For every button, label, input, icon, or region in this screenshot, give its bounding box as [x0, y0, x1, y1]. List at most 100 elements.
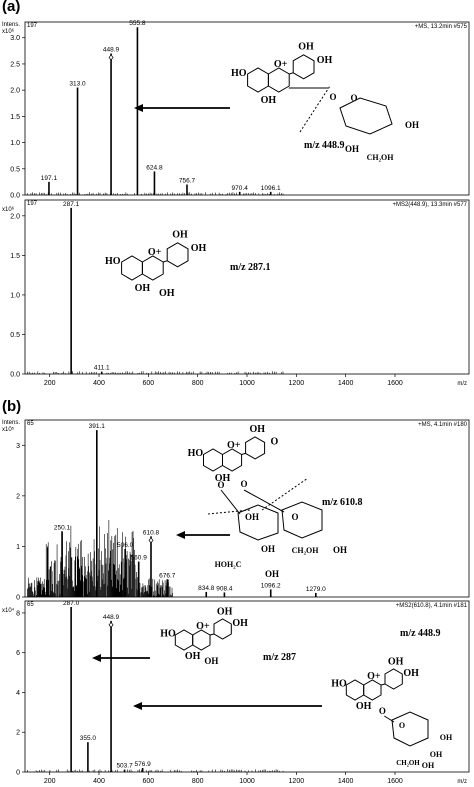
chart-b-bottom-xtick-label: 1000 [239, 778, 255, 785]
chart-a-bottom-xtick-label: 1600 [387, 380, 403, 387]
struct-a-bottom-atom-ho: HO [105, 256, 121, 267]
struct-a-bottom-ring-a [121, 255, 143, 281]
arrow-a-top-head [134, 104, 143, 112]
chart-b-bottom-xtick-label: 1600 [387, 778, 403, 785]
struct-b-br-atom-oplus: O+ [367, 671, 381, 682]
struct-b-br-atom-oh5: OH [356, 701, 372, 712]
struct-a-top-ring-b [292, 54, 315, 80]
chart-b-bottom-xtick-label: 600 [142, 778, 154, 785]
chart-b-top-peak-label: 676.7 [159, 572, 176, 579]
chart-a-top-ytick-label: 3.0 [10, 35, 20, 42]
struct-b-bl-atom-oh3: OH [204, 656, 218, 666]
chart-a-top-ytick-label: 0.0 [10, 193, 20, 200]
chart-a-bottom-ytick-label: 2.0 [10, 213, 20, 220]
chart-a-bottom-ytick-label: 1.5 [10, 253, 20, 260]
struct-b-bl-atom-oh4p: OH [232, 618, 248, 629]
struct-a-top-atom-oh-sugar2: OH [345, 144, 359, 154]
struct-b-top-atom-hoh2c: HOH₂C [215, 560, 242, 569]
struct-a-top-atom-oplus: O+ [274, 59, 288, 70]
chart-a-bottom-xtick-label: 1400 [338, 380, 354, 387]
struct-b-br-ring-b [384, 668, 403, 690]
chart-b-top-precursor-marker [148, 537, 154, 544]
struct-b-top-mz-label: m/z 610.8 [322, 497, 363, 508]
chart-b-bottom-peak-label: 287.0 [63, 600, 80, 607]
chart-a-top-ytick-label: 1.5 [10, 114, 20, 121]
struct-b-top-ring-b [245, 436, 266, 460]
struct-a-bottom-atom-oh3p: OH [172, 229, 188, 240]
arrow-b-bottom-448-head [133, 702, 142, 710]
chart-b-bottom-ytick-label: 6 [16, 650, 20, 657]
chart-b-top-ytick-label: 2 [16, 493, 20, 500]
chart-b-top-peak-label: 506.0 [117, 542, 134, 549]
chart-a-top-peak-label: 448.9 [103, 46, 120, 53]
chart-a-top-ytick-label: 2.5 [10, 61, 20, 68]
struct-b-top-atom-ho: HO [188, 448, 204, 459]
struct-b-top-atom-oh4p: O [270, 437, 278, 448]
chart-a-bottom-xtick-label: 1200 [289, 380, 305, 387]
struct-a-top-mz-label: m/z 448.9 [304, 140, 345, 151]
chart-b-top-intens-label: Intens. [2, 420, 20, 426]
chart-b-bottom-ytick-label: 2 [16, 730, 20, 737]
struct-a-top-atom-o-link: O [329, 92, 336, 102]
struct-b-bl-mz-label: m/z 287 [263, 652, 296, 663]
chart-a-top-peak-label: 756.7 [179, 178, 196, 185]
chart-a-bottom-y-multiplier: x10⁶ [2, 206, 15, 213]
chart-b-top-peak-label: 1096.2 [261, 582, 281, 589]
struct-b-bl-ring-b [213, 618, 232, 640]
struct-b-br-bond-cb [380, 683, 386, 686]
struct-b-top-atom-o3: O [241, 479, 248, 489]
chart-a-top-y-multiplier: x10⁶ [2, 28, 15, 35]
chart-b-top-peak-label: 908.4 [216, 585, 233, 592]
struct-b-top-cleavage2 [207, 509, 251, 515]
chart-b-top-file-id: 65 [27, 421, 34, 427]
struct-b-top-ring-c [222, 448, 243, 472]
chart-b-bottom-precursor-marker [108, 621, 114, 628]
struct-b-br-atom-oh-s3: OH [422, 761, 435, 770]
chart-b-bottom-y-multiplier: x10⁴ [2, 607, 15, 614]
struct-b-br-atom-ho: HO [331, 679, 347, 690]
chart-b-bottom-xtick-label: 400 [93, 778, 105, 785]
panel-b-label: (b) [2, 398, 22, 415]
struct-a-bottom-ring-c [141, 255, 164, 281]
chart-a-top-frame [24, 21, 470, 196]
chart-b-top-peak-label: 834.8 [198, 585, 215, 592]
chart-a-top-peak-label: 970.4 [232, 185, 249, 192]
chart-b-bottom-ytick-label: 0 [16, 770, 20, 777]
chart-b-bottom-xtick-label: 200 [44, 778, 56, 785]
struct-b-br-ring-c [363, 679, 382, 701]
chart-b-top-ytick-label: 1 [16, 544, 20, 551]
chart-b-top-ytick-label: 0 [16, 595, 20, 602]
chart-a-bottom-ytick-label: 0.5 [10, 332, 20, 339]
chart-a-bottom-peak-label: 287.1 [63, 201, 80, 208]
chart-b-bottom-peak-label: 576.9 [134, 761, 151, 768]
struct-a-top-cleavage [299, 85, 331, 133]
struct-b-bl-atom-ho: HO [160, 629, 176, 640]
chart-b-bottom-ytick-label: 4 [16, 690, 20, 697]
chart-b-bottom-xtick-label: 1200 [289, 778, 305, 785]
struct-b-br-atom-oh4p: OH [403, 668, 419, 679]
chart-b-bottom-peak-label: 448.9 [103, 614, 120, 621]
struct-a-top-atom-o-ring: O [350, 93, 357, 103]
chart-a-top-ytick-label: 2.0 [10, 88, 20, 95]
struct-b-top-atom-o-ring2: O [291, 512, 298, 522]
struct-b-top-atom-oh-s1c: OH [265, 569, 279, 579]
struct-b-br-sugar-ring [391, 711, 429, 747]
struct-a-top-ring-a [247, 67, 269, 93]
chart-b-top-ytick-label: 3 [16, 443, 20, 450]
chart-a-bottom-xtick-label: 1000 [239, 380, 255, 387]
chart-b-top-peak-label: 1279.0 [306, 586, 326, 593]
chart-b-top-peak-label: 391.1 [89, 423, 106, 430]
struct-a-bottom-atom-oh3: OH [159, 288, 175, 299]
struct-b-top-bond-sugar1 [220, 489, 241, 515]
struct-b-bl-ring-c [192, 629, 211, 651]
struct-a-bottom-bond-cb [163, 260, 168, 263]
struct-a-top-ring-c [267, 67, 290, 93]
chart-a-top-peak-label: 1096.1 [261, 185, 281, 192]
chart-b-bottom-ytick-label: 8 [16, 610, 20, 617]
struct-b-top-atom-oh-s1: OH [245, 512, 259, 522]
struct-a-bottom-atom-oh5: OH [135, 283, 151, 294]
chart-a-top-precursor-marker [108, 54, 114, 61]
struct-b-top-sugar1-ring [237, 504, 279, 541]
chart-a-top-peak-label: 313.0 [69, 81, 86, 88]
